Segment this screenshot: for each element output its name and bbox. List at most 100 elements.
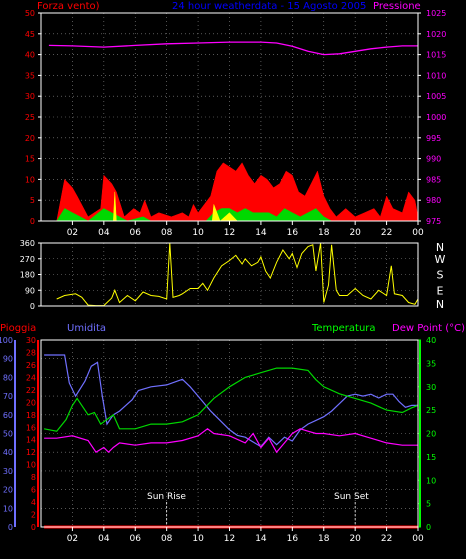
rain-tick-label: 12: [26, 448, 36, 457]
wind-left-axis-ytick-label: 35: [25, 71, 35, 80]
compass-label-e: E: [437, 284, 444, 297]
humidity-tick-label: 0: [8, 523, 13, 532]
pressure-right-axis-ytick-label: 1020: [426, 30, 446, 39]
direction-left-axis-ytick-label: 90: [25, 286, 35, 295]
sunset-label: Sun Set: [334, 492, 369, 502]
wind-left-axis-ytick-label: 50: [25, 9, 35, 18]
direction-panel-frame: [40, 242, 419, 307]
humidity-panel-xtick-label: 10: [192, 534, 204, 544]
humidity-panel-xtick-label: 20: [349, 534, 361, 544]
humidity-tick-label: 40: [3, 448, 13, 457]
humidity-tick-label: 80: [3, 373, 13, 382]
wind-panel-xtick-label: 00: [412, 228, 424, 238]
wind-panel-xtick-label: 16: [287, 228, 299, 238]
humidity-panel-xtick-label: 14: [255, 534, 267, 544]
humidity-panel-xtick-label: 06: [130, 534, 142, 544]
wind-direction-line: [56, 242, 419, 307]
rain-tick-label: 16: [26, 423, 36, 432]
humidity-tick-label: 90: [3, 355, 13, 364]
pressure-right-axis-ytick-label: 995: [426, 134, 441, 143]
dewpoint-line: [44, 428, 418, 454]
wind-left-axis-ytick-label: 20: [25, 134, 35, 143]
wind_extra-area: [113, 191, 238, 222]
compass-label-n: N: [436, 298, 444, 311]
wind-left-axis-ytick-label: 45: [25, 30, 35, 39]
pressure-right-axis-ytick-label: 1015: [426, 51, 446, 60]
humidity-panel-xtick-label: 08: [161, 534, 173, 544]
rain-tick-label: 4: [31, 498, 36, 507]
humidity-tick-label: 70: [3, 392, 13, 401]
rain-tick-label: 10: [26, 461, 36, 470]
rain-tick-label: 24: [26, 373, 36, 382]
header-center-title: 24 hour weatherdata - 15 Agosto 2005: [172, 1, 366, 12]
humidity-axis-title: Umidita: [67, 323, 106, 334]
wind-panel-xtick-label: 10: [192, 228, 204, 238]
humidity-panel-xtick-label: 02: [67, 534, 78, 544]
compass-label-s: S: [437, 269, 444, 282]
wind-left-axis-ytick-label: 30: [25, 92, 35, 101]
humidity-tick-label: 60: [3, 411, 13, 420]
wind-left-axis-ytick-label: 40: [25, 51, 35, 60]
rain-tick-label: 0: [31, 523, 36, 532]
pressure-right-axis-ytick-label: 990: [426, 155, 441, 164]
wind-left-axis-ytick-label: 15: [25, 155, 35, 164]
rain-tick-label: 20: [26, 398, 36, 407]
temperature-line: [43, 367, 419, 432]
pressure-right-axis-ytick-label: 1005: [426, 92, 446, 101]
rain-tick-label: 2: [31, 511, 36, 520]
pressure-right-axis-ytick-label: 980: [426, 196, 441, 205]
temperature-axis-title: Temperatura: [311, 323, 376, 334]
temp-tick-label: 35: [426, 359, 436, 368]
humidity-line: [44, 354, 418, 448]
header-right-label: Pressione: [373, 1, 421, 12]
direction-left-axis-ytick-label: 270: [20, 255, 35, 264]
direction-left-axis-ytick-label: 180: [20, 271, 35, 280]
direction-left-axis-ytick-label: 360: [20, 239, 35, 248]
wind-panel-xtick-label: 18: [318, 228, 330, 238]
rain-tick-label: 26: [26, 361, 36, 370]
rain-tick-label: 30: [26, 336, 36, 345]
wind-panel-xtick-label: 12: [224, 228, 235, 238]
rain-tick-label: 28: [26, 348, 36, 357]
humidity-panel-xtick-label: 12: [224, 534, 235, 544]
dewpoint-axis-title: Dew Point (°C): [392, 323, 465, 334]
pressure-right-axis-ytick-label: 985: [426, 175, 441, 184]
humidity-tick-label: 20: [3, 486, 13, 495]
humidity-panel-xtick-label: 04: [98, 534, 110, 544]
temp-tick-label: 40: [426, 336, 436, 345]
humidity-panel-xtick-label: 22: [381, 534, 392, 544]
wind-pressure-panel: 0510152025303540455097598098599099510001…: [25, 9, 447, 238]
wind-panel-xtick-label: 14: [255, 228, 267, 238]
rain-tick-label: 22: [26, 386, 36, 395]
compass-label-w: W: [435, 253, 446, 266]
temp-tick-label: 10: [426, 476, 436, 485]
temp-tick-label: 25: [426, 406, 436, 415]
humidity-panel-xtick-label: 00: [412, 534, 424, 544]
humidity-panel-xtick-label: 18: [318, 534, 330, 544]
humidity-tick-label: 50: [3, 430, 13, 439]
temp-tick-label: 20: [426, 430, 436, 439]
rain-tick-label: 6: [31, 486, 36, 495]
wind_gust-area: [56, 162, 419, 222]
humidity-tick-label: 30: [3, 467, 13, 476]
wind-panel-xtick-label: 22: [381, 228, 392, 238]
wind_speed-area: [56, 208, 418, 222]
rain-tick-label: 8: [31, 473, 36, 482]
pressure-right-axis-ytick-label: 1000: [426, 113, 446, 122]
wind-left-axis-ytick-label: 0: [30, 217, 35, 226]
wind-panel-xtick-label: 02: [67, 228, 78, 238]
temp-tick-label: 0: [426, 523, 431, 532]
pressure-right-axis-ytick-label: 1010: [426, 71, 446, 80]
wind-panel-xtick-label: 04: [98, 228, 110, 238]
wind-left-axis-ytick-label: 10: [25, 175, 35, 184]
humidity-panel-xtick-label: 16: [287, 534, 299, 544]
pressure-right-axis-ytick-label: 1025: [426, 9, 446, 18]
wind-panel-xtick-label: 20: [349, 228, 361, 238]
rain-axis-title: Pioggia: [0, 323, 36, 334]
humidity-tick-label: 10: [3, 504, 13, 513]
pressure-line: [48, 41, 418, 56]
wind-left-axis-ytick-label: 5: [30, 196, 35, 205]
